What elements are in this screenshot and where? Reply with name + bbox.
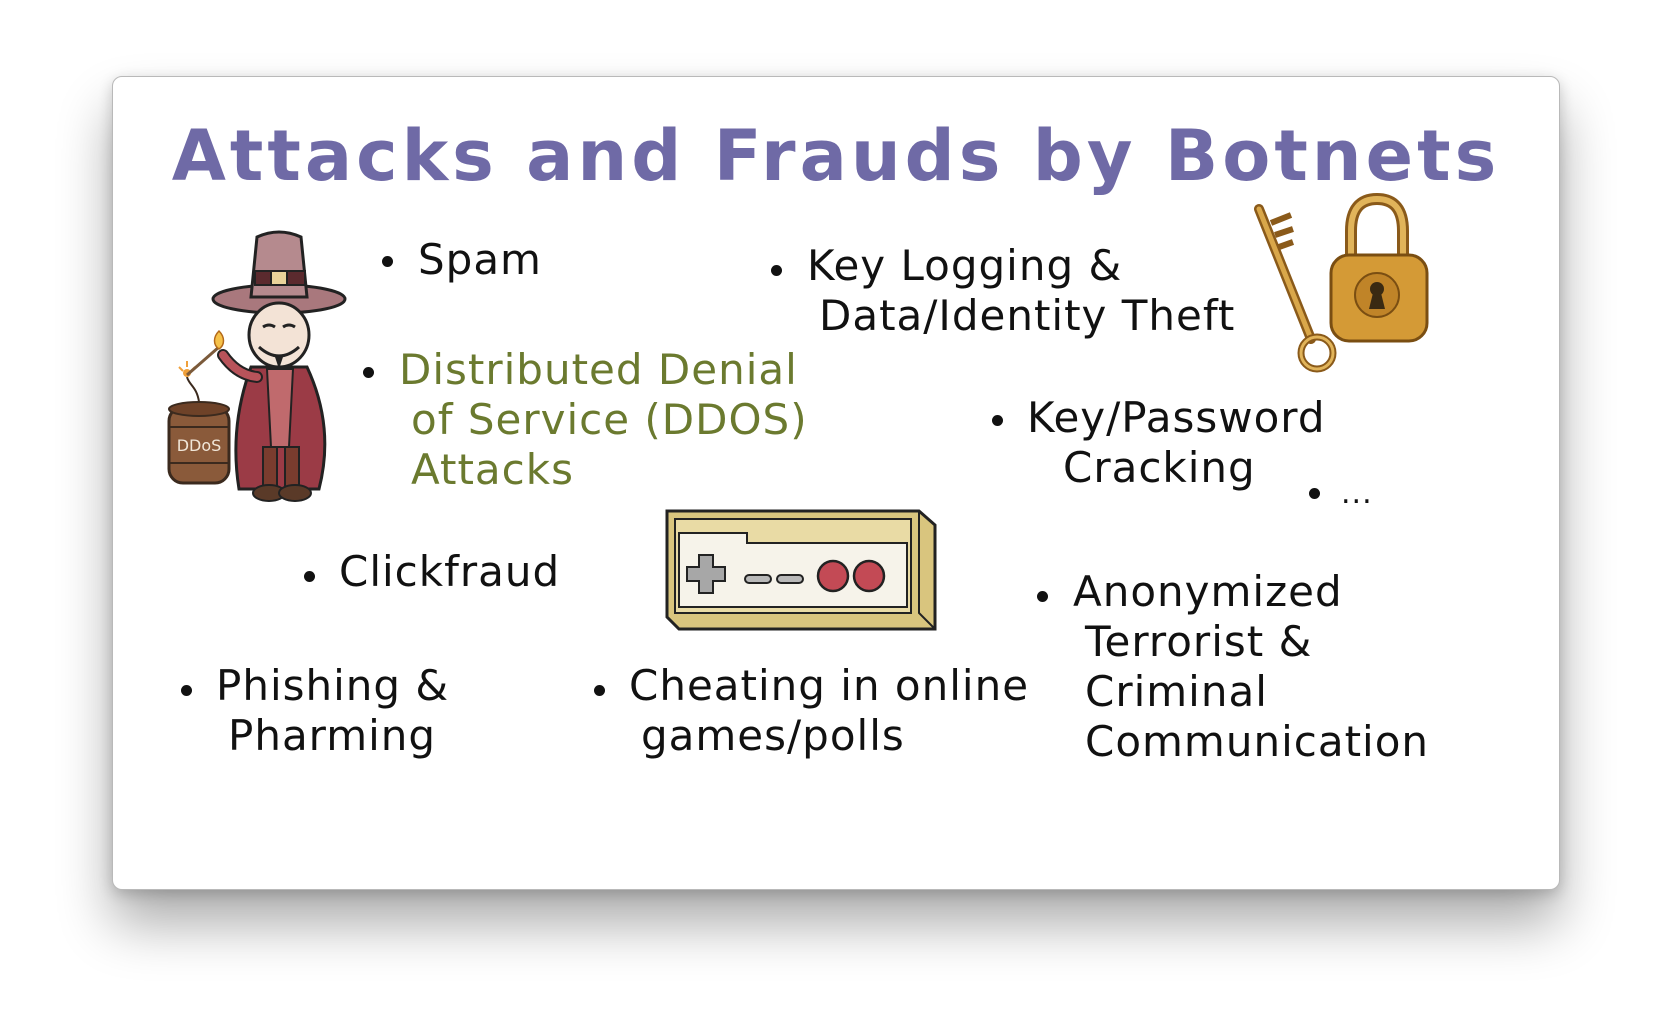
barrel-label: DDoS	[177, 436, 222, 455]
bullet-keylogging	[771, 265, 782, 276]
bullet-cheating	[594, 685, 605, 696]
item-more: ...	[1341, 476, 1373, 511]
bullet-ddos	[363, 367, 374, 378]
game-controller-icon	[665, 509, 937, 631]
bullet-anonymized	[1037, 591, 1048, 602]
villain-with-bomb-icon: DDoS	[167, 230, 347, 502]
item-anonymized: Anonymized Terrorist & Criminal Communic…	[1073, 567, 1430, 766]
bullet-phishing	[181, 685, 192, 696]
slide: Attacks and Frauds by Botnets DDoS	[112, 76, 1560, 890]
item-keylogging: Key Logging & Data/Identity Theft	[807, 241, 1236, 340]
padlock-icon	[1329, 192, 1429, 343]
item-clickfraud: Clickfraud	[339, 547, 561, 596]
item-ddos: Distributed Denial of Service (DDOS) Att…	[399, 345, 808, 494]
bullet-more	[1309, 488, 1320, 499]
slide-title: Attacks and Frauds by Botnets	[171, 115, 1501, 197]
bullet-clickfraud	[304, 571, 315, 582]
item-spam: Spam	[418, 235, 542, 284]
ddos-barrel: DDoS	[167, 361, 231, 485]
item-cracking: Key/Password Cracking	[1027, 393, 1326, 492]
bullet-spam	[382, 256, 393, 267]
key-and-padlock-icon	[1254, 192, 1429, 373]
item-phishing: Phishing & Pharming	[216, 661, 450, 760]
item-cheating: Cheating in online games/polls	[629, 661, 1030, 760]
key-icon	[1254, 204, 1337, 373]
bullet-cracking	[992, 415, 1003, 426]
